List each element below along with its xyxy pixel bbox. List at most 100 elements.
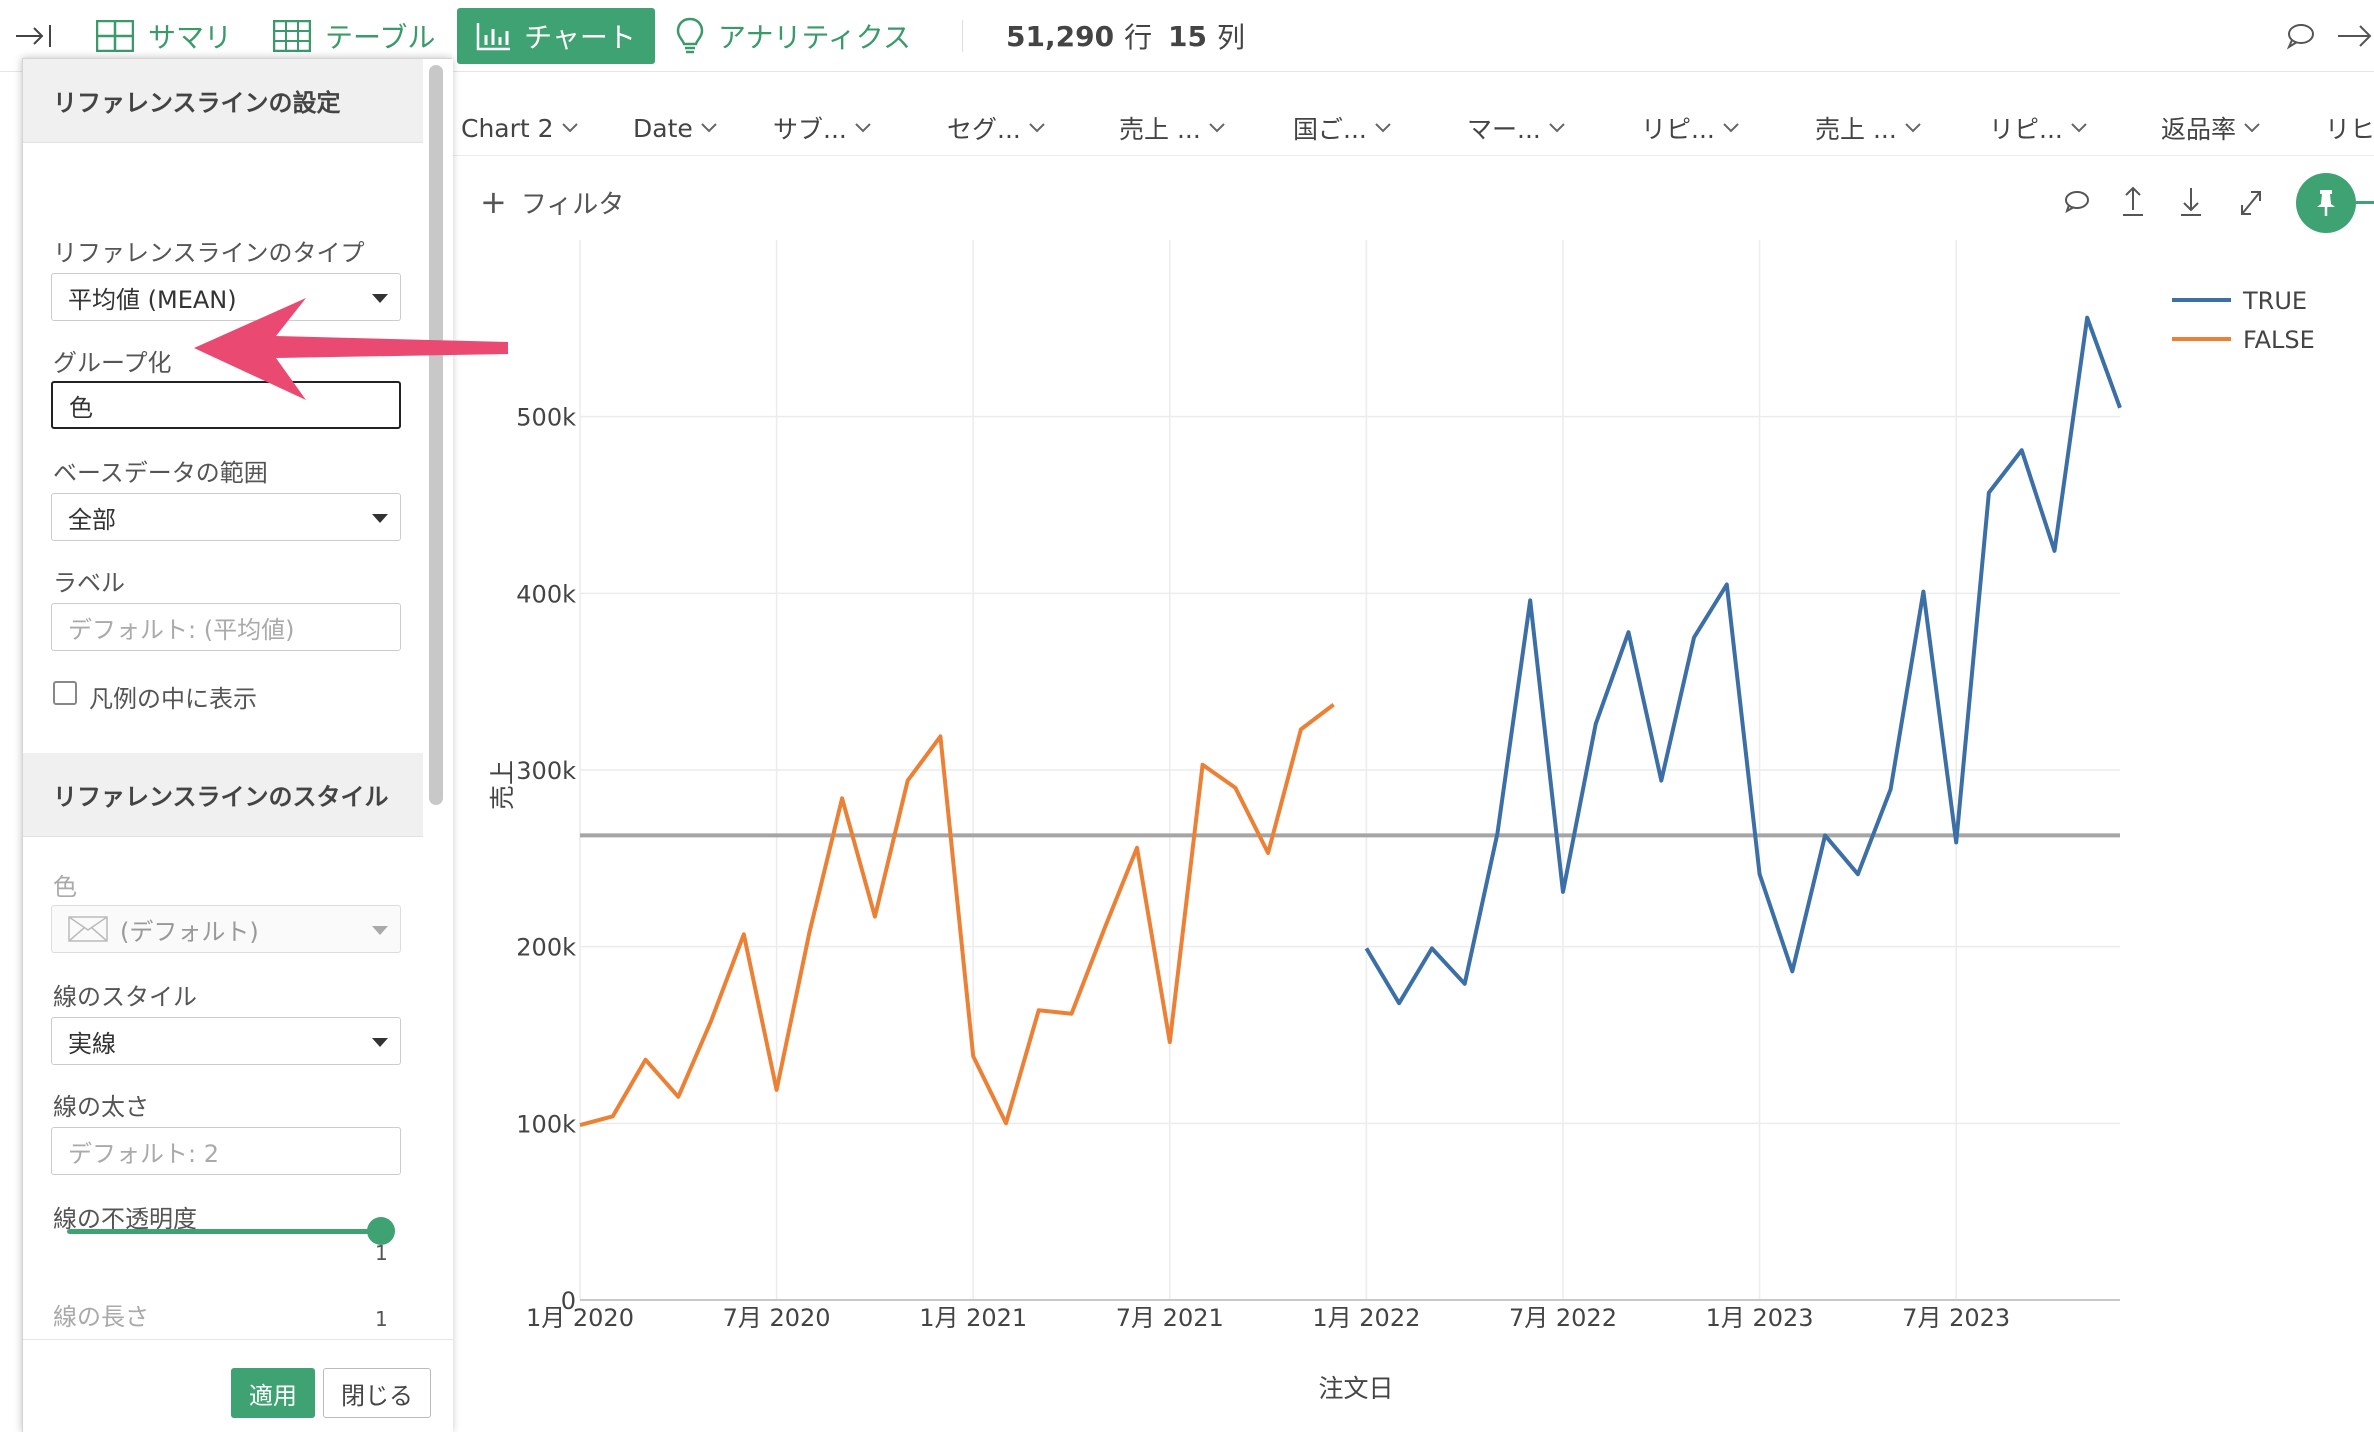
expand-icon[interactable] (2236, 182, 2266, 222)
label-input[interactable]: デフォルト: (平均値) (51, 603, 401, 651)
plus-icon: + (480, 183, 507, 221)
chevron-down-icon (561, 123, 578, 133)
column-chip-label: 売上 ... (1815, 115, 1897, 144)
x-tick-label: 7月 2022 (1509, 1304, 1617, 1332)
panel-footer: 適用 閉じる (23, 1339, 453, 1432)
line-width-placeholder: デフォルト: 2 (68, 1139, 219, 1168)
line-style-value: 実線 (68, 1029, 116, 1058)
tab-analytics-label: アナリティクス (718, 21, 911, 54)
apply-button[interactable]: 適用 (231, 1368, 315, 1418)
row-count-value: 51,290 (1006, 19, 1115, 53)
group-select-value: 色 (69, 393, 93, 422)
tab-analytics[interactable]: アナリティクス (676, 0, 911, 72)
y-tick-label: 300k (516, 757, 576, 785)
x-tick-label: 1月 2021 (919, 1304, 1027, 1332)
chevron-down-icon (2244, 123, 2260, 133)
chart-column-selector-row: Chart 2 Date サブ... セグ... 売上 ... 国ご... マー… (445, 100, 2374, 156)
column-chip-label: セグ... (947, 115, 1021, 144)
group-select[interactable]: 色 (51, 381, 401, 429)
opacity-current-value: 1 (375, 1241, 388, 1265)
tab-table[interactable]: テーブル (273, 0, 435, 72)
chevron-down-icon (1549, 123, 1565, 133)
series-line-true[interactable] (1364, 315, 2122, 1006)
column-chip-label: Chart 2 (461, 113, 554, 143)
column-chip[interactable]: マー... (1467, 100, 1565, 156)
range-select[interactable]: 全部 (51, 493, 401, 541)
arrow-right-icon[interactable] (2336, 0, 2374, 72)
filter-label: フィルタ (520, 189, 625, 220)
tab-summary-label: サマリ (148, 21, 233, 54)
type-label: リファレンスラインのタイプ (53, 239, 365, 267)
chevron-down-icon (2071, 123, 2087, 133)
caret-down-icon (372, 926, 388, 935)
tab-chart-label: チャート (524, 21, 636, 54)
annotation-arrow (194, 298, 508, 400)
type-select[interactable]: 平均値 (MEAN) (51, 273, 401, 321)
column-chip[interactable]: リピ... (1989, 100, 2087, 156)
bar-chart-icon (476, 23, 511, 51)
chevron-down-icon (1029, 123, 1045, 133)
column-chip-label: 国ご... (1293, 115, 1367, 144)
x-axis-label: 注文日 (1318, 1374, 1393, 1403)
series-line-false[interactable] (579, 703, 1335, 1128)
column-chip[interactable]: 返品率 (2161, 100, 2260, 156)
row-count: 51,290 行 (1006, 0, 1152, 72)
pin-button[interactable] (2296, 173, 2356, 233)
column-chip-label: リピ... (1989, 115, 2063, 144)
column-chip[interactable]: リピ... (1641, 100, 1739, 156)
color-label: 色 (53, 873, 77, 901)
column-chip[interactable]: リヒ (2325, 100, 2374, 156)
x-tick-label: 1月 2020 (526, 1304, 634, 1332)
caret-down-icon (372, 514, 388, 523)
envelope-icon (68, 916, 108, 942)
chevron-down-icon (1375, 123, 1391, 133)
group-label: グループ化 (53, 349, 172, 377)
column-chip-label: マー... (1467, 115, 1541, 144)
expand-panel-icon[interactable] (14, 0, 68, 72)
section-title: リファレンスラインの設定 (53, 89, 341, 117)
legend-label[interactable]: FALSE (2243, 326, 2315, 354)
y-tick-label: 500k (516, 404, 576, 432)
pin-connector (2356, 201, 2374, 204)
y-tick-label: 400k (516, 580, 576, 608)
show-in-legend-checkbox[interactable] (53, 681, 77, 705)
panel-scroll-area[interactable]: リファレンスラインの設定 リファレンスラインのタイプ 平均値 (MEAN) グル… (23, 59, 423, 1339)
legend-label[interactable]: TRUE (2242, 287, 2307, 315)
label-field-label: ラベル (53, 569, 125, 597)
chevron-down-icon (1209, 123, 1225, 133)
column-chip[interactable]: Chart 2 (461, 100, 578, 156)
tab-chart[interactable]: チャート (457, 8, 655, 64)
column-chip[interactable]: サブ... (773, 100, 871, 156)
upload-icon[interactable] (2118, 182, 2148, 222)
x-tick-label: 7月 2020 (723, 1304, 831, 1332)
line-style-select[interactable]: 実線 (51, 1017, 401, 1065)
opacity-max: 1 (375, 1307, 388, 1331)
column-chip[interactable]: 売上 ... (1119, 100, 1225, 156)
column-chip-label: サブ... (773, 115, 847, 144)
opacity-slider-track[interactable] (67, 1229, 379, 1234)
column-chip[interactable]: 売上 ... (1815, 100, 1921, 156)
line-width-input[interactable]: デフォルト: 2 (51, 1127, 401, 1175)
chart-comment-icon[interactable] (2062, 182, 2092, 222)
column-chip-label: 返品率 (2161, 115, 2237, 144)
range-select-value: 全部 (68, 505, 116, 534)
y-axis-label: 売上 (488, 760, 517, 810)
column-chip[interactable]: 国ご... (1293, 100, 1391, 156)
column-chip[interactable]: セグ... (947, 100, 1045, 156)
column-count: 15 列 (1168, 0, 1245, 72)
add-filter-button[interactable]: + フィルタ (480, 180, 624, 224)
comment-icon[interactable] (2286, 0, 2330, 72)
color-select-value: (デフォルト) (120, 917, 259, 946)
chevron-down-icon (701, 123, 717, 133)
panel-scrollbar-thumb[interactable] (429, 65, 443, 805)
opacity-slider-handle[interactable] (367, 1217, 395, 1245)
toolbar-divider (962, 20, 963, 52)
column-chip[interactable]: Date (633, 100, 717, 156)
tab-table-label: テーブル (325, 21, 436, 54)
download-icon[interactable] (2176, 182, 2206, 222)
color-select[interactable]: (デフォルト) (51, 905, 401, 953)
tab-summary[interactable]: サマリ (96, 0, 232, 72)
type-select-value: 平均値 (MEAN) (68, 285, 237, 314)
close-button[interactable]: 閉じる (323, 1368, 431, 1418)
section-header-style: リファレンスラインのスタイル (23, 753, 423, 837)
